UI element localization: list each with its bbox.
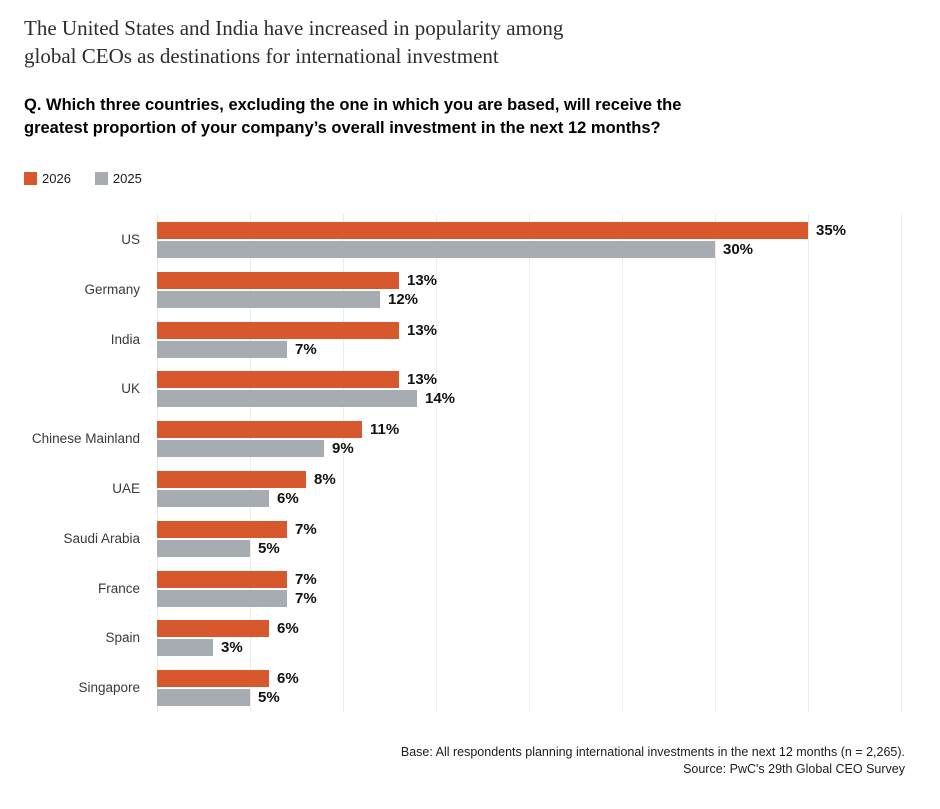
- bar-2026: [157, 471, 306, 488]
- value-label-2025: 9%: [332, 440, 354, 457]
- bar-2025: [157, 440, 324, 457]
- legend-swatch-2025: [94, 172, 108, 185]
- category-label: Spain: [105, 629, 140, 645]
- category-label: UAE: [112, 480, 140, 496]
- category-label: Germany: [84, 281, 140, 297]
- chart-row: Spain 6% 3%: [0, 612, 940, 662]
- gridline-40pct: [901, 214, 902, 712]
- value-label-2026: 8%: [314, 471, 336, 488]
- base-note: Base: All respondents planning internati…: [400, 745, 905, 759]
- value-label-2025: 30%: [723, 241, 754, 258]
- chart-row: UK 13% 14%: [0, 363, 940, 413]
- gridline-10pct: [343, 214, 344, 712]
- source-note: Source: PwC's 29th Global CEO Survey: [683, 762, 905, 776]
- value-label-2026: 7%: [295, 571, 317, 588]
- value-label-2025: 7%: [295, 590, 317, 607]
- chart-row: Chinese Mainland 11% 9%: [0, 413, 940, 463]
- category-label: Singapore: [78, 679, 140, 695]
- value-label-2025: 5%: [258, 540, 280, 557]
- bar-2026: [157, 222, 808, 239]
- category-label: Saudi Arabia: [63, 530, 140, 546]
- bar-2025: [157, 341, 287, 358]
- category-label: Chinese Mainland: [31, 430, 140, 446]
- value-label-2025: 7%: [295, 341, 317, 358]
- bar-2025: [157, 590, 287, 607]
- chart-row: Saudi Arabia 7% 5%: [0, 513, 940, 563]
- bar-2025: [157, 241, 715, 258]
- value-label-2026: 13%: [407, 272, 438, 289]
- value-label-2025: 3%: [221, 639, 243, 656]
- bar-2025: [157, 390, 417, 407]
- category-label: France: [97, 580, 140, 596]
- category-label: India: [110, 331, 140, 347]
- survey-question: Q. Which three countries, excluding the …: [24, 96, 682, 137]
- value-label-2025: 6%: [277, 490, 299, 507]
- value-label-2026: 11%: [370, 421, 400, 438]
- chart-row: Germany 13% 12%: [0, 264, 940, 314]
- value-label-2026: 6%: [277, 670, 299, 687]
- legend-item-2026: 2026: [24, 171, 71, 186]
- chart-row: France 7% 7%: [0, 563, 940, 613]
- bar-2025: [157, 540, 250, 557]
- bar-chart: US 35% 30% Germany 13% 12% India 13% 7% UK 13% 14% C…: [0, 214, 940, 712]
- bar-2026: [157, 371, 399, 388]
- chart-row: UAE 8% 6%: [0, 463, 940, 513]
- bar-2025: [157, 689, 250, 706]
- gridline-25pct: [622, 214, 623, 712]
- gridline-0pct: [157, 214, 158, 712]
- value-label-2026: 6%: [277, 620, 299, 637]
- gridline-30pct: [715, 214, 716, 712]
- value-label-2026: 35%: [816, 222, 847, 239]
- bar-2025: [157, 291, 380, 308]
- legend-label-2026: 2026: [42, 171, 71, 186]
- value-label-2025: 14%: [425, 390, 456, 407]
- value-label-2026: 7%: [295, 521, 317, 538]
- gridline-20pct: [529, 214, 530, 712]
- bar-2025: [157, 639, 213, 656]
- bar-2026: [157, 670, 269, 687]
- chart-title: The United States and India have increas…: [24, 16, 564, 68]
- gridline-15pct: [436, 214, 437, 712]
- chart-row: US 35% 30%: [0, 214, 940, 264]
- gridline-35pct: [808, 214, 809, 712]
- value-label-2026: 13%: [407, 371, 438, 388]
- bar-2026: [157, 620, 269, 637]
- legend: 2026 2025: [24, 171, 142, 186]
- legend-swatch-2026: [24, 172, 37, 185]
- bar-2026: [157, 521, 287, 538]
- value-label-2025: 12%: [388, 291, 419, 308]
- bar-2026: [157, 421, 362, 438]
- chart-row: Singapore 6% 5%: [0, 662, 940, 712]
- bar-2026: [157, 272, 399, 289]
- bar-2025: [157, 490, 269, 507]
- chart-row: India 13% 7%: [0, 314, 940, 364]
- category-label: UK: [121, 380, 140, 396]
- bar-2026: [157, 571, 287, 588]
- legend-label-2025: 2025: [112, 171, 142, 186]
- footnotes: Base: All respondents planning internati…: [401, 744, 905, 778]
- category-label: US: [121, 231, 140, 247]
- bar-2026: [157, 322, 399, 339]
- value-label-2025: 5%: [258, 689, 280, 706]
- legend-item-2025: 2025: [94, 171, 142, 186]
- gridline-5pct: [250, 214, 251, 712]
- value-label-2026: 13%: [407, 322, 438, 339]
